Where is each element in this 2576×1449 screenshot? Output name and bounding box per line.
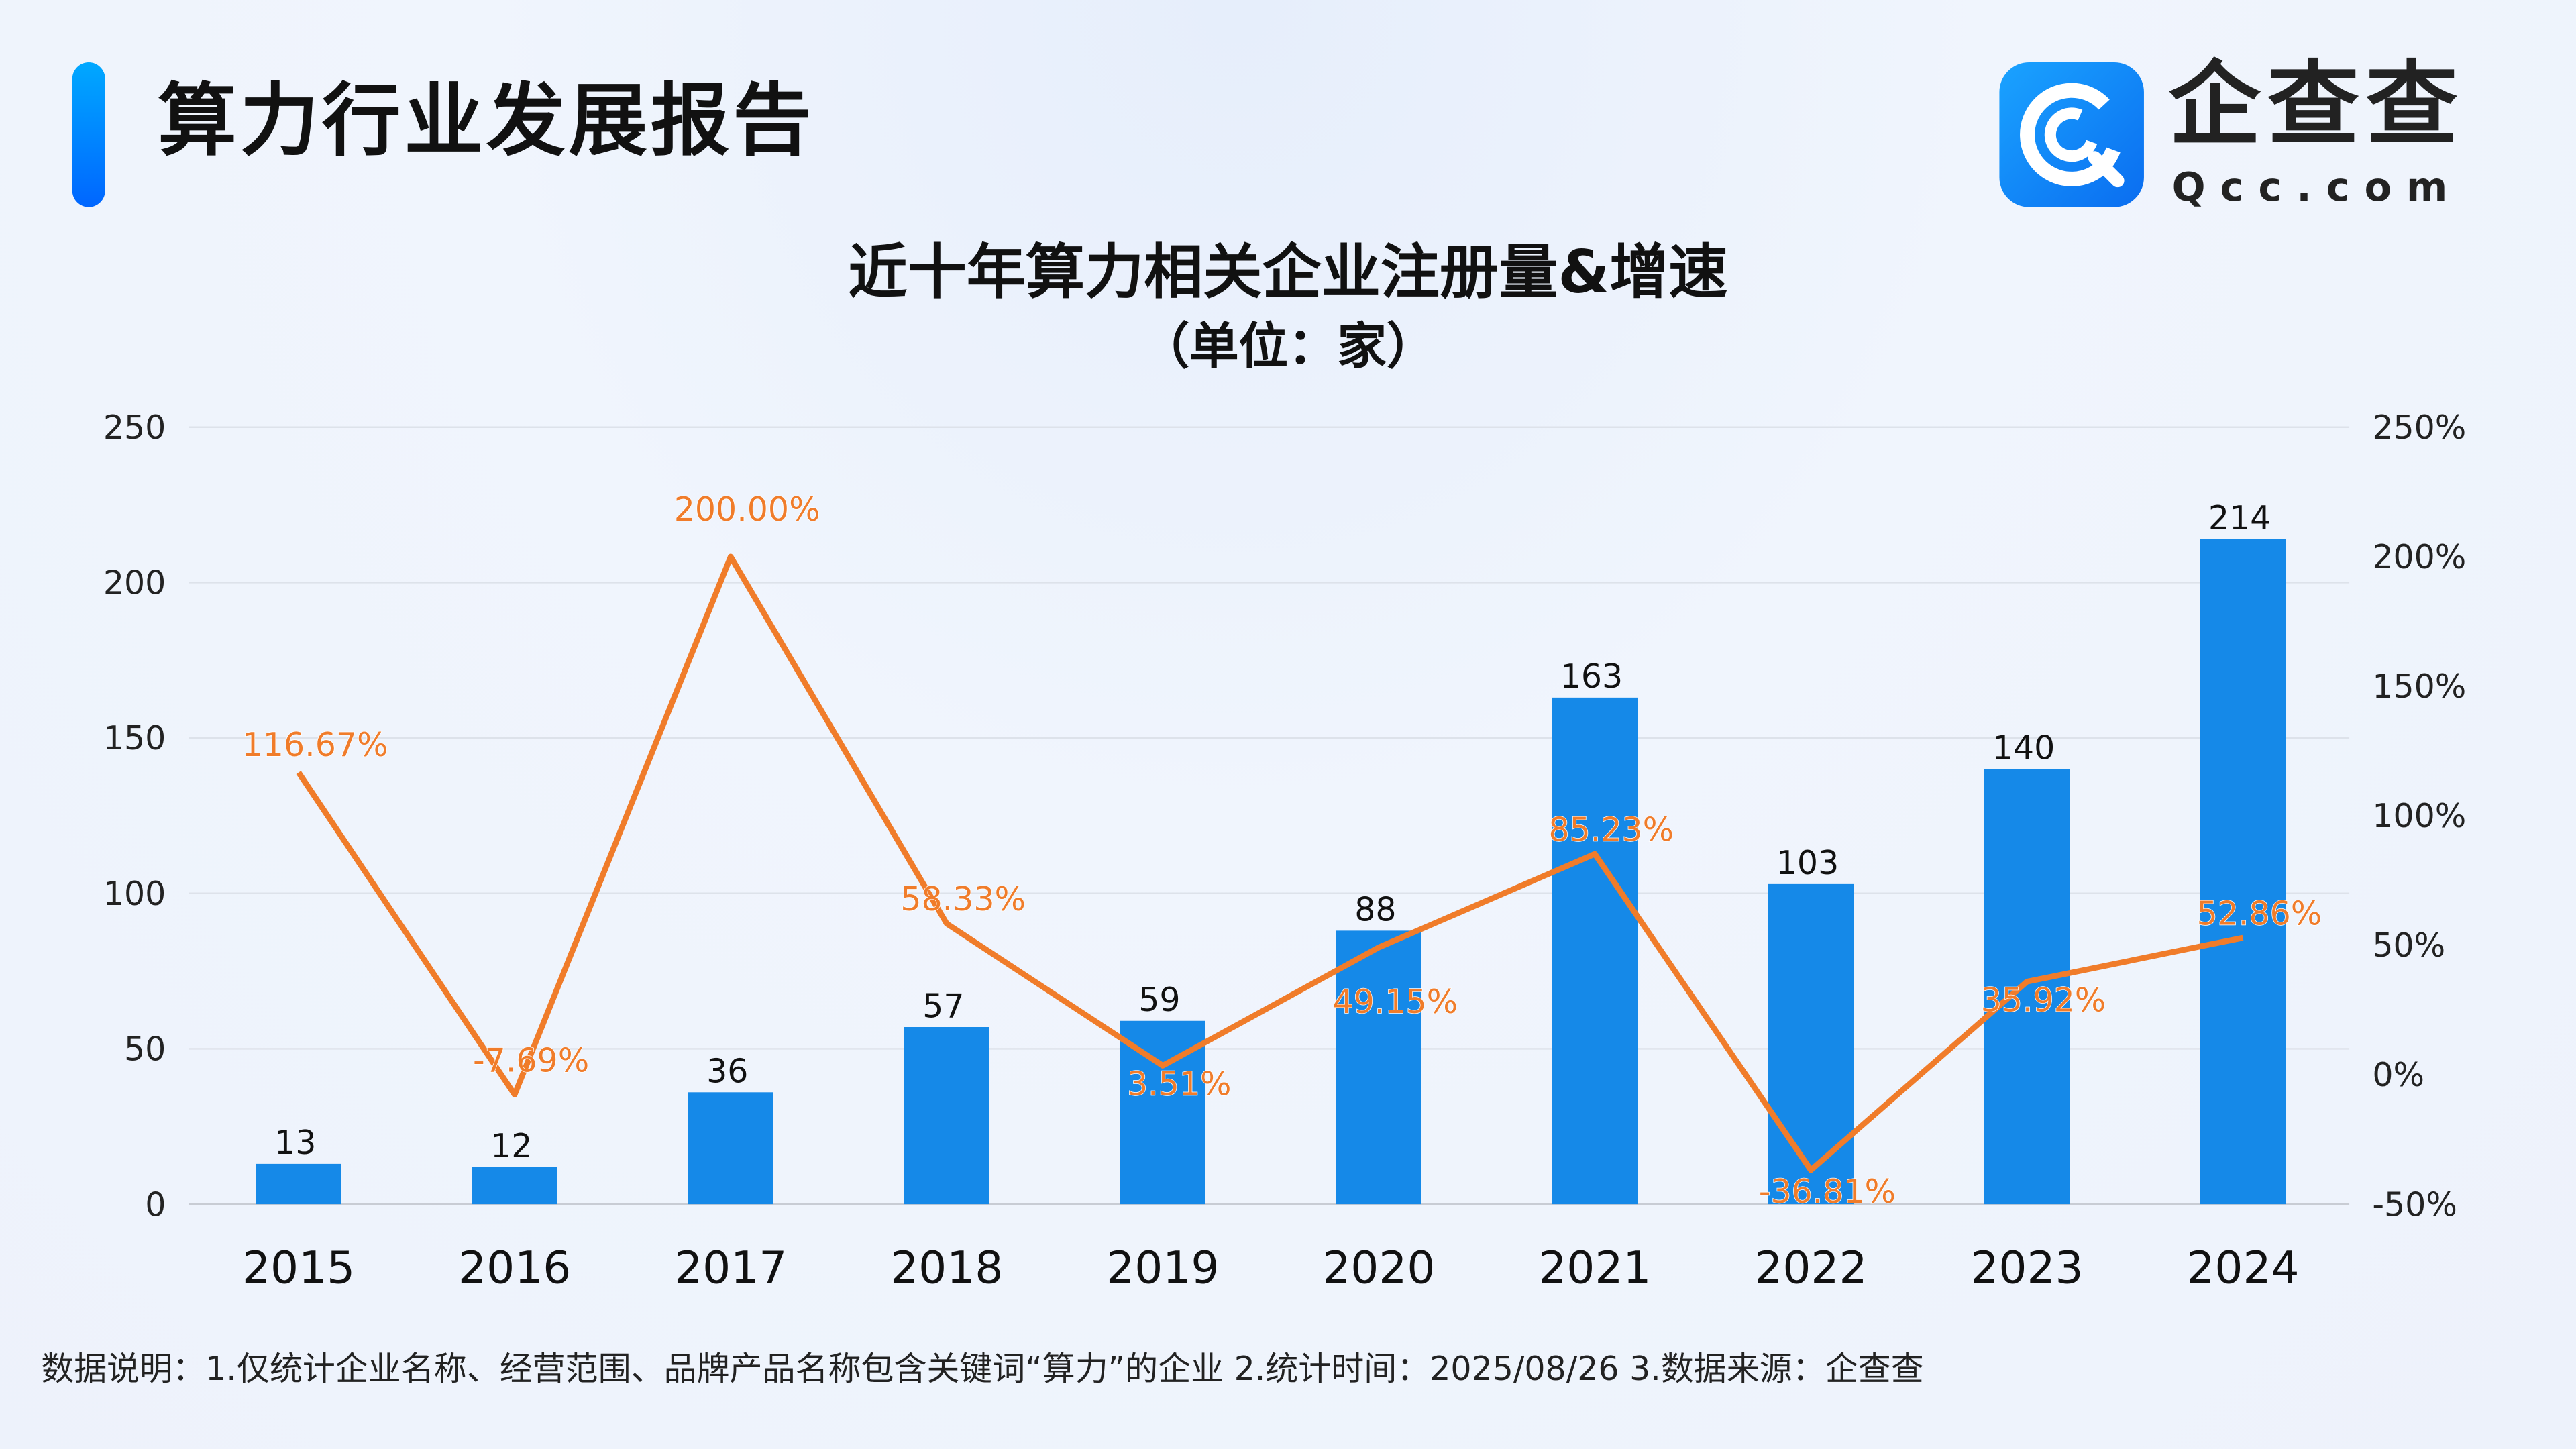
x-axis-tick: 2023: [1970, 1242, 2083, 1294]
growth-line: [296, 553, 2244, 1173]
bar: [472, 1167, 557, 1205]
bar-value-label: 12: [490, 1127, 532, 1165]
report-title: 算力行业发展报告: [158, 75, 815, 168]
left-axis-tick: 100: [103, 875, 166, 913]
left-axis-tick: 200: [103, 564, 166, 602]
bar-value-label: 59: [1138, 981, 1180, 1019]
right-axis-tick: -50%: [2372, 1185, 2457, 1224]
bar: [256, 1163, 341, 1205]
footnote: 数据说明：1.仅统计企业名称、经营范围、品牌产品名称包含关键词“算力”的企业 2…: [41, 1348, 1924, 1389]
line-value-label: 58.33%: [900, 880, 1026, 918]
left-axis-tick: 0: [145, 1185, 166, 1224]
x-axis-tick: 2021: [1538, 1242, 1651, 1294]
x-axis-tick: 2020: [1322, 1242, 1435, 1294]
right-axis-tick: 0%: [2372, 1056, 2424, 1094]
bar: [1552, 697, 1638, 1205]
bar: [904, 1027, 989, 1205]
line-value-label: -36.81%: [1759, 1173, 1896, 1211]
right-axis-tick: 250%: [2372, 409, 2466, 447]
left-axis-tick: 50: [124, 1030, 166, 1069]
bar: [688, 1092, 773, 1205]
bar: [2200, 539, 2286, 1205]
x-axis-tick: 2016: [458, 1242, 571, 1294]
x-axis-tick: 2024: [2186, 1242, 2299, 1294]
bar: [1984, 769, 2070, 1205]
line-value-label: 116.67%: [242, 726, 388, 764]
bar-value-label: 36: [706, 1053, 748, 1091]
x-axis-tick: 2022: [1754, 1242, 1867, 1294]
chart-subtitle: （单位：家）: [1140, 319, 1436, 376]
line-value-label: -7.69%: [473, 1041, 589, 1079]
line-value-label: 85.23%: [1548, 810, 1674, 849]
line-value-label: 35.92%: [1981, 981, 2106, 1019]
right-axis-tick: 50%: [2372, 926, 2445, 965]
line-value-label: 52.86%: [2197, 894, 2322, 932]
line-value-label: 49.15%: [1332, 983, 1458, 1021]
bar-value-label: 13: [274, 1124, 316, 1162]
qcc-logo-icon: [1999, 62, 2144, 207]
x-axis-tick: 2015: [242, 1242, 355, 1294]
title-accent-bar: [72, 62, 105, 207]
chart-title: 近十年算力相关企业注册量&增速: [848, 239, 1728, 307]
bar-value-label: 140: [1992, 729, 2055, 767]
left-axis-tick: 250: [103, 409, 166, 447]
bar-value-label: 88: [1354, 891, 1396, 929]
x-axis-tick: 2017: [674, 1242, 787, 1294]
bar-value-label: 57: [922, 987, 964, 1025]
line-value-label: 3.51%: [1127, 1065, 1232, 1104]
x-axis-tick: 2019: [1106, 1242, 1219, 1294]
logo-text: 企查查: [2168, 52, 2465, 160]
line-value-label: 200.00%: [674, 490, 820, 529]
right-axis-tick: 200%: [2372, 538, 2466, 576]
left-axis-tick: 150: [103, 719, 166, 757]
x-axis-tick: 2018: [890, 1242, 1003, 1294]
bar: [1768, 883, 1854, 1205]
right-axis-tick: 100%: [2372, 797, 2466, 835]
bar: [1336, 930, 1421, 1205]
bar-value-label: 214: [2208, 499, 2271, 537]
bar-value-label: 163: [1560, 657, 1623, 696]
logo-subtext: Qcc.com: [2171, 164, 2463, 211]
right-axis-tick: 150%: [2372, 667, 2466, 706]
bar-value-label: 103: [1776, 844, 1839, 882]
